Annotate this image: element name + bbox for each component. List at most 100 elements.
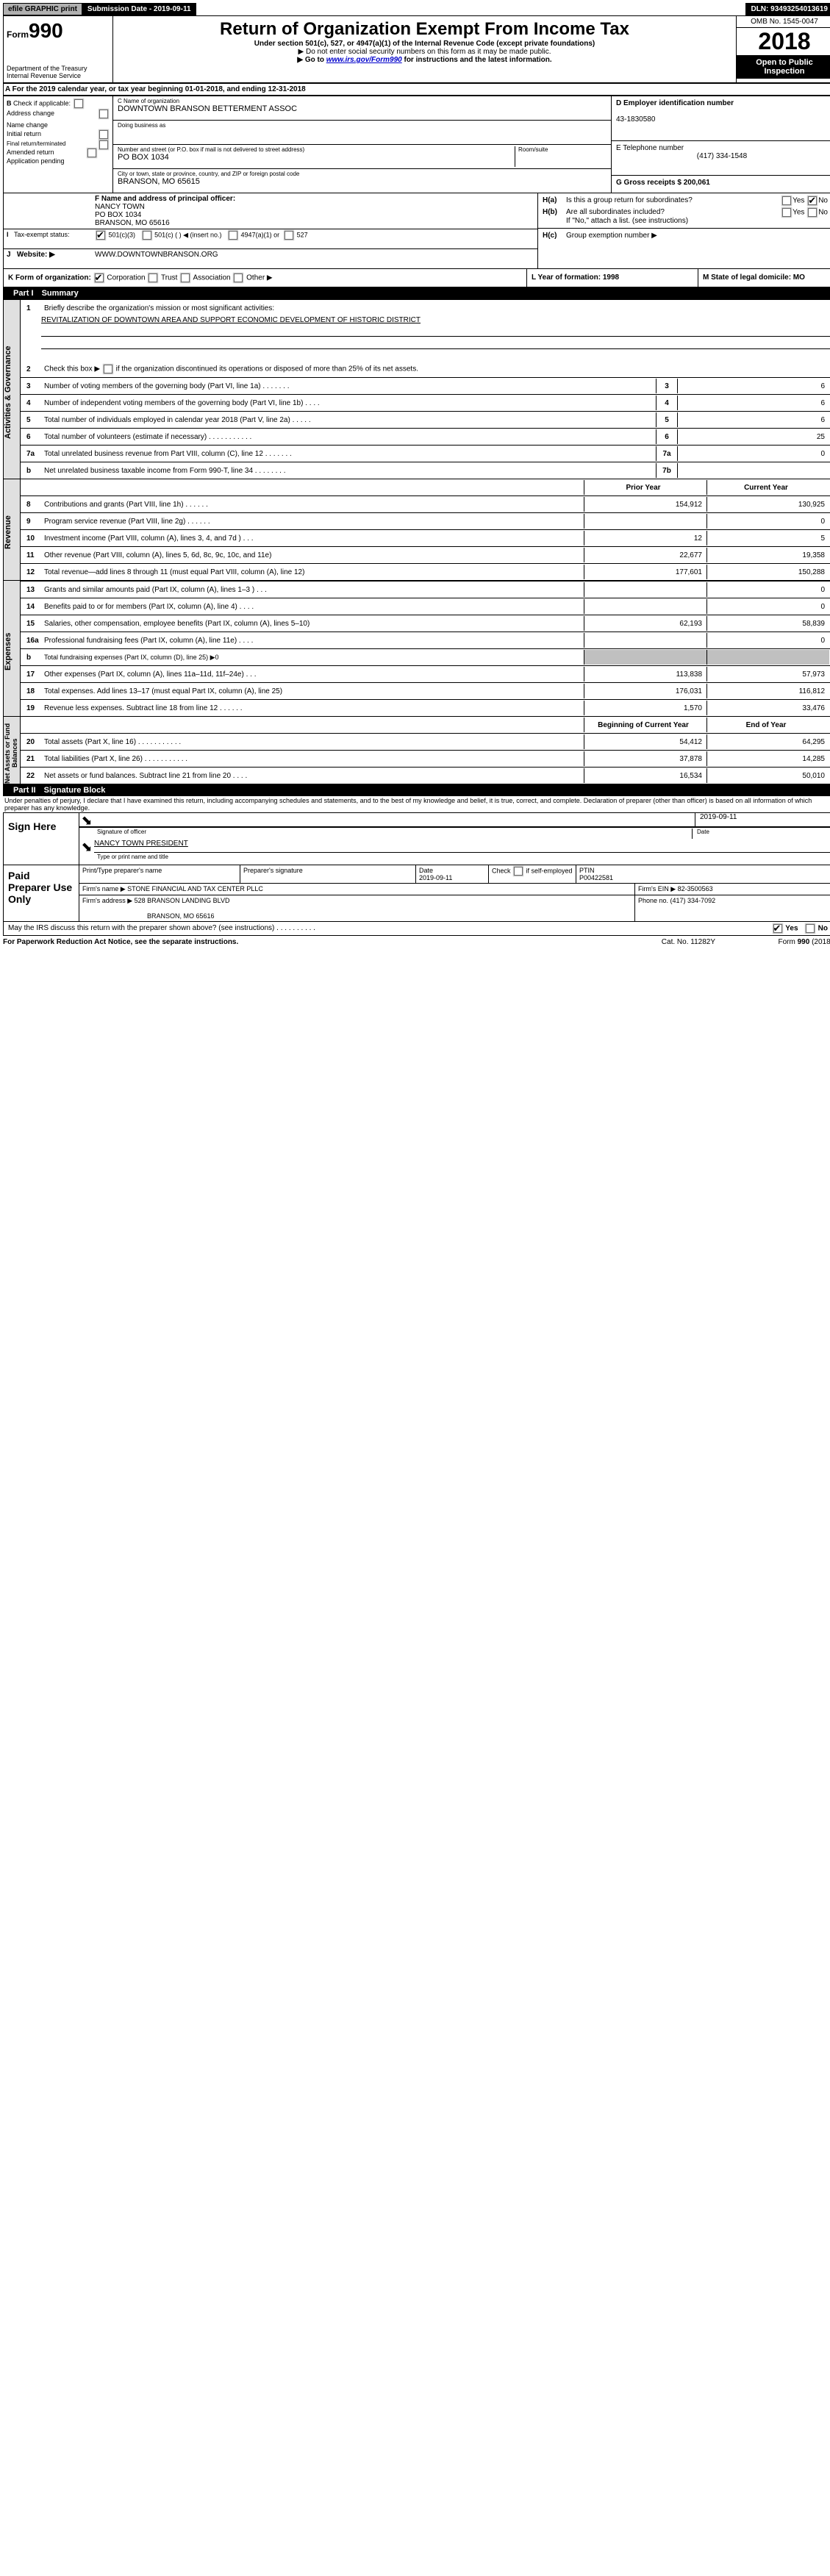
tel-label: E Telephone number bbox=[616, 144, 684, 152]
summary-line: 7aTotal unrelated business revenue from … bbox=[21, 445, 830, 462]
net-assets-line: 21Total liabilities (Part X, line 26) . … bbox=[21, 750, 830, 767]
part-ii-header: Part II Signature Block bbox=[3, 784, 830, 796]
other-checkbox[interactable] bbox=[234, 273, 243, 282]
gross-receipts: G Gross receipts $ 200,061 bbox=[616, 179, 710, 187]
discuss-no-checkbox[interactable] bbox=[806, 924, 815, 933]
firm-addr: Firm's address ▶ 528 BRANSON LANDING BLV… bbox=[82, 897, 230, 904]
form-number: Form990 bbox=[7, 19, 110, 43]
501c3-checkbox[interactable] bbox=[96, 231, 105, 240]
sign-here-label: Sign Here bbox=[4, 813, 79, 865]
side-expenses: Expenses bbox=[4, 581, 21, 716]
hb-text: Are all subordinates included? bbox=[566, 208, 781, 217]
paid-preparer-label: Paid Preparer Use Only bbox=[4, 865, 79, 921]
assoc-checkbox[interactable] bbox=[181, 273, 190, 282]
street-value: PO BOX 1034 bbox=[118, 153, 169, 162]
ein-value: 43-1830580 bbox=[616, 115, 655, 124]
page-footer: For Paperwork Reduction Act Notice, see … bbox=[3, 936, 830, 948]
revenue-line: 8Contributions and grants (Part VIII, li… bbox=[21, 495, 830, 512]
cat-no: Cat. No. 11282Y bbox=[662, 938, 715, 946]
current-year-header: Current Year bbox=[706, 480, 829, 495]
ha-yes-checkbox[interactable] bbox=[782, 196, 791, 205]
firm-phone: Phone no. (417) 334-7092 bbox=[635, 895, 830, 921]
type-name-label: Type or print name and title bbox=[97, 854, 168, 864]
state-domicile: M State of legal domicile: MO bbox=[698, 269, 830, 287]
self-employed-checkbox[interactable] bbox=[514, 867, 523, 876]
date-label: Date bbox=[692, 829, 829, 839]
penalty-text: Under penalties of perjury, I declare th… bbox=[3, 796, 830, 812]
section-fij: F Name and address of principal officer:… bbox=[3, 193, 830, 269]
tel-value: (417) 334-1548 bbox=[616, 152, 828, 160]
city-value: BRANSON, MO 65615 bbox=[118, 177, 607, 186]
mission-text: REVITALIZATION OF DOWNTOWN AREA AND SUPP… bbox=[41, 316, 830, 324]
summary-line: 5Total number of individuals employed in… bbox=[21, 411, 830, 428]
side-revenue: Revenue bbox=[4, 479, 21, 580]
prior-year-header: Prior Year bbox=[584, 480, 706, 495]
ssn-instruction: ▶ Do not enter social security numbers o… bbox=[116, 48, 733, 56]
hb-note: If "No," attach a list. (see instruction… bbox=[538, 217, 830, 228]
officer-name: NANCY TOWN bbox=[95, 203, 145, 211]
ein-label: D Employer identification number bbox=[616, 99, 734, 107]
row-klm: K Form of organization: Corporation Trus… bbox=[3, 269, 830, 287]
501c-checkbox[interactable] bbox=[143, 231, 151, 240]
org-name: DOWNTOWN BRANSON BETTERMENT ASSOC bbox=[118, 104, 607, 113]
final-return-checkbox[interactable] bbox=[99, 140, 108, 149]
city-label: City or town, state or province, country… bbox=[118, 171, 607, 177]
bcy-header: Beginning of Current Year bbox=[584, 718, 706, 732]
hb-no-checkbox[interactable] bbox=[808, 208, 817, 217]
room-label: Room/suite bbox=[518, 146, 607, 153]
section-a-cal-year: A For the 2019 calendar year, or tax yea… bbox=[3, 83, 830, 96]
form-subtitle: Under section 501(c), 527, or 4947(a)(1)… bbox=[116, 40, 733, 48]
amended-return-checkbox[interactable] bbox=[87, 149, 96, 157]
firm-ein: Firm's EIN ▶ 82-3500563 bbox=[635, 884, 830, 895]
submission-date: Submission Date - 2019-09-11 bbox=[82, 3, 196, 15]
dba-label: Doing business as bbox=[118, 122, 607, 129]
identification-block: B Check if applicable: Address change Na… bbox=[3, 96, 830, 193]
form-header: Form990 Department of the Treasury Inter… bbox=[3, 15, 830, 83]
summary-line: bNet unrelated business taxable income f… bbox=[21, 462, 830, 479]
net-assets-line: 22Net assets or fund balances. Subtract … bbox=[21, 767, 830, 784]
form990-link[interactable]: www.irs.gov/Form990 bbox=[326, 56, 402, 64]
name-change-checkbox[interactable] bbox=[99, 110, 108, 118]
street-label: Number and street (or P.O. box if mail i… bbox=[118, 146, 515, 153]
ha-no-checkbox[interactable] bbox=[808, 196, 817, 205]
may-irs-row: May the IRS discuss this return with the… bbox=[3, 922, 830, 936]
expense-line: 15Salaries, other compensation, employee… bbox=[21, 615, 830, 632]
website-value: WWW.DOWNTOWNBRANSON.ORG bbox=[95, 251, 218, 267]
open-to-public: Open to Public Inspection bbox=[737, 55, 830, 79]
section-b: B Check if applicable: Address change Na… bbox=[4, 96, 113, 193]
expense-line: bTotal fundraising expenses (Part IX, co… bbox=[21, 648, 830, 665]
discuss-yes-checkbox[interactable] bbox=[773, 924, 782, 933]
expense-line: 13Grants and similar amounts paid (Part … bbox=[21, 581, 830, 598]
527-checkbox[interactable] bbox=[285, 231, 293, 240]
dln: DLN: 93493254013619 bbox=[745, 3, 830, 15]
4947-checkbox[interactable] bbox=[229, 231, 237, 240]
corp-checkbox[interactable] bbox=[95, 273, 104, 282]
org-name-label: C Name of organization bbox=[118, 98, 607, 104]
sign-here-section: Sign Here ⬊ 2019-09-11 Signature of offi… bbox=[3, 812, 830, 865]
summary-line: 6Total number of volunteers (estimate if… bbox=[21, 428, 830, 445]
revenue-line: 10Investment income (Part VIII, column (… bbox=[21, 529, 830, 546]
expense-line: 17Other expenses (Part IX, column (A), l… bbox=[21, 665, 830, 682]
paid-preparer-section: Paid Preparer Use Only Print/Type prepar… bbox=[3, 865, 830, 922]
trust-checkbox[interactable] bbox=[149, 273, 157, 282]
form-title: Return of Organization Exempt From Incom… bbox=[116, 19, 733, 40]
summary-body: Activities & Governance 1Briefly describ… bbox=[3, 299, 830, 784]
expense-line: 16aProfessional fundraising fees (Part I… bbox=[21, 632, 830, 648]
officer-name-title: NANCY TOWN PRESIDENT bbox=[94, 840, 830, 853]
officer-addr2: BRANSON, MO 65616 bbox=[95, 219, 170, 227]
goto-instruction: ▶ Go to www.irs.gov/Form990 for instruct… bbox=[116, 56, 733, 64]
omb-number: OMB No. 1545-0047 bbox=[737, 16, 830, 28]
expense-line: 14Benefits paid to or for members (Part … bbox=[21, 598, 830, 615]
part-i-header: Part I Summary bbox=[3, 287, 830, 299]
officer-addr1: PO BOX 1034 bbox=[95, 211, 141, 219]
summary-line: 3Number of voting members of the governi… bbox=[21, 377, 830, 394]
line2-checkbox[interactable] bbox=[104, 365, 112, 373]
net-assets-line: 20Total assets (Part X, line 16) . . . .… bbox=[21, 733, 830, 750]
form-page: Form 990 (2018) bbox=[715, 938, 830, 946]
addr-change-checkbox[interactable] bbox=[74, 99, 83, 108]
year-formation: L Year of formation: 1998 bbox=[526, 269, 698, 287]
tax-year: 2018 bbox=[737, 28, 830, 55]
hb-yes-checkbox[interactable] bbox=[782, 208, 791, 217]
initial-return-checkbox[interactable] bbox=[99, 130, 108, 139]
firm-city: BRANSON, MO 65616 bbox=[147, 912, 215, 920]
